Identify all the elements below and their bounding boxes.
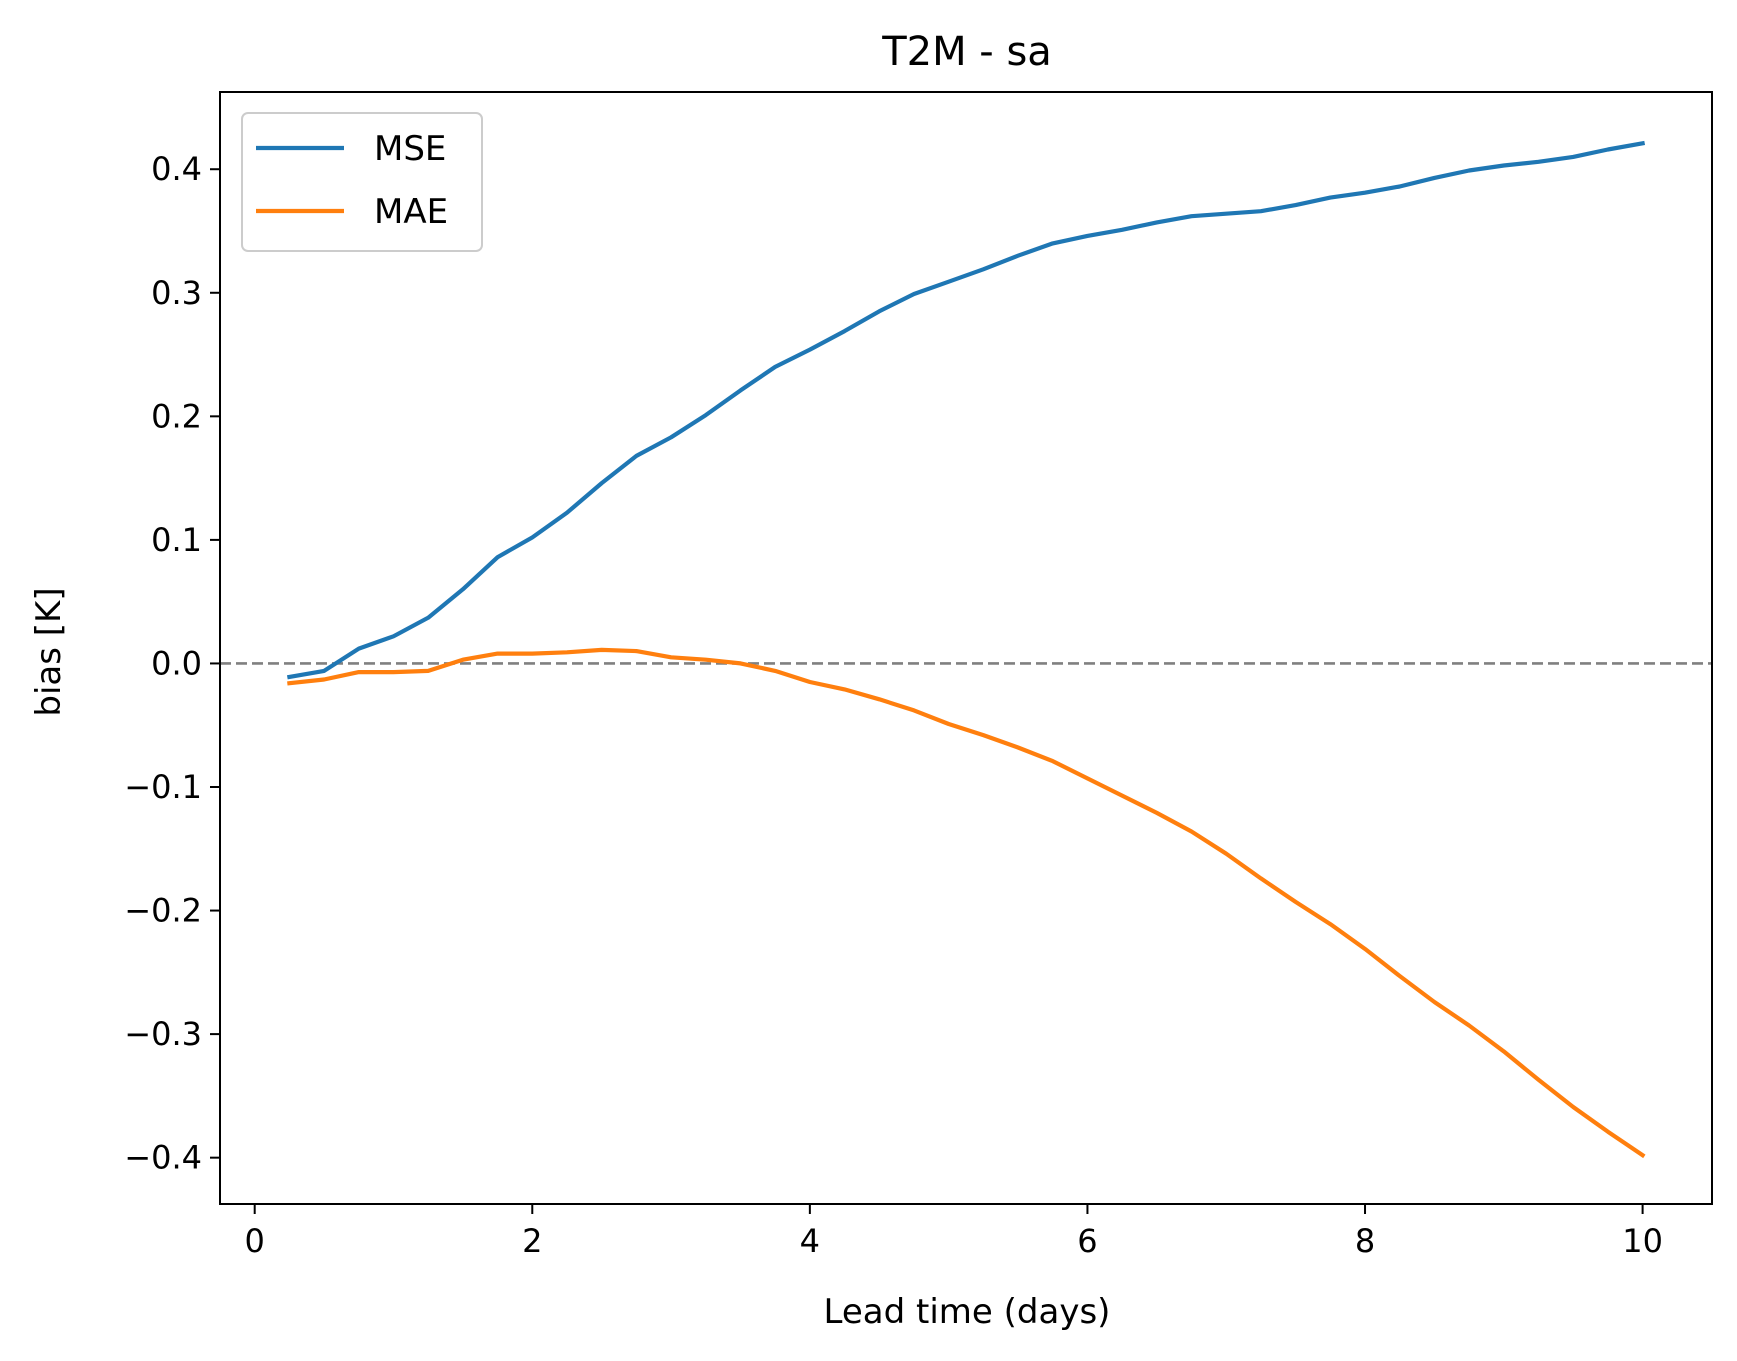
axes-layer: 0 2 4 6 8 10 −0.4 −0.3 −0.2 −0.1 0.0 0.1 0.2 0.3 0.4 xyxy=(124,91,1713,1260)
y-tick-label: 0.1 xyxy=(151,521,202,559)
legend-label-mse: MSE xyxy=(374,129,446,169)
x-tick-label: 2 xyxy=(522,1222,542,1260)
plot-frame xyxy=(219,91,1713,1205)
y-tick-label: 0.2 xyxy=(151,397,202,435)
y-tick-label: −0.3 xyxy=(124,1015,202,1053)
y-tick-label: 0.4 xyxy=(151,150,202,188)
series-layer xyxy=(286,140,1646,1159)
y-tick-label: −0.2 xyxy=(124,892,202,930)
y-tick-label: −0.1 xyxy=(124,768,202,806)
x-tick-label: 8 xyxy=(1355,1222,1375,1260)
y-tick-label: −0.4 xyxy=(124,1139,202,1177)
legend: MSE MAE xyxy=(241,112,483,252)
series-line-mse xyxy=(286,140,1646,680)
x-axis-label: Lead time (days) xyxy=(824,1292,1111,1332)
x-tick-label: 0 xyxy=(245,1222,265,1260)
x-tick-label: 6 xyxy=(1077,1222,1097,1260)
y-axis-label: bias [K] xyxy=(29,587,69,716)
x-tick-label: 10 xyxy=(1622,1222,1663,1260)
y-tick-label: 0.3 xyxy=(151,274,202,312)
chart-title: T2M - sa xyxy=(881,29,1052,75)
x-tick-label: 4 xyxy=(800,1222,820,1260)
series-line-mae xyxy=(287,647,1646,1159)
legend-label-mae: MAE xyxy=(374,192,448,232)
y-tick-label: 0.0 xyxy=(151,644,202,682)
